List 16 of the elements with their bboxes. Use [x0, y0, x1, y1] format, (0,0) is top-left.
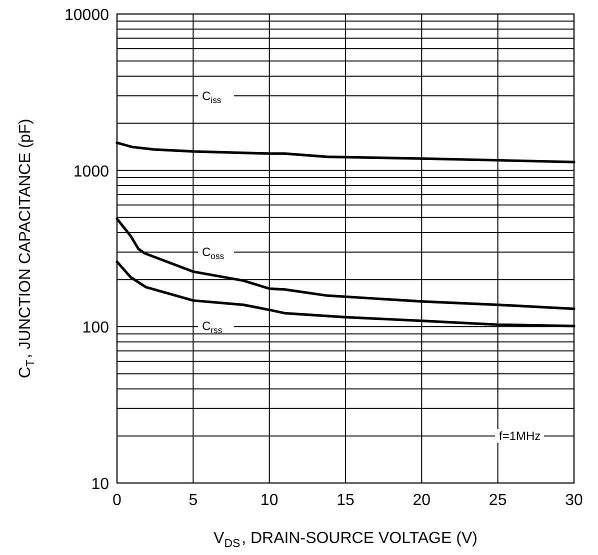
annotation: C$_{rss}$	[202, 319, 222, 335]
y-tick-label: 1000	[73, 163, 110, 180]
annotation: C$_{iss}$	[202, 89, 222, 105]
x-tick-label: 20	[412, 492, 431, 509]
x-axis-title: V$_{DS}$, DRAIN-SOURCE VOLTAGE (V)	[214, 530, 478, 550]
y-tick-label: 10	[91, 476, 110, 493]
y-tick-label: 10000	[64, 7, 110, 24]
x-tick-label: 10	[260, 492, 278, 509]
x-tick-label: 0	[112, 492, 122, 509]
x-tick-label: 25	[488, 492, 507, 509]
x-tick-label: 5	[188, 492, 198, 509]
x-tick-label: 30	[565, 492, 583, 509]
x-tick-label: 15	[336, 492, 354, 509]
y-tick-label: 100	[82, 320, 110, 337]
annotation: f=1MHz	[499, 429, 541, 443]
annotation: C$_{oss}$	[202, 245, 224, 261]
